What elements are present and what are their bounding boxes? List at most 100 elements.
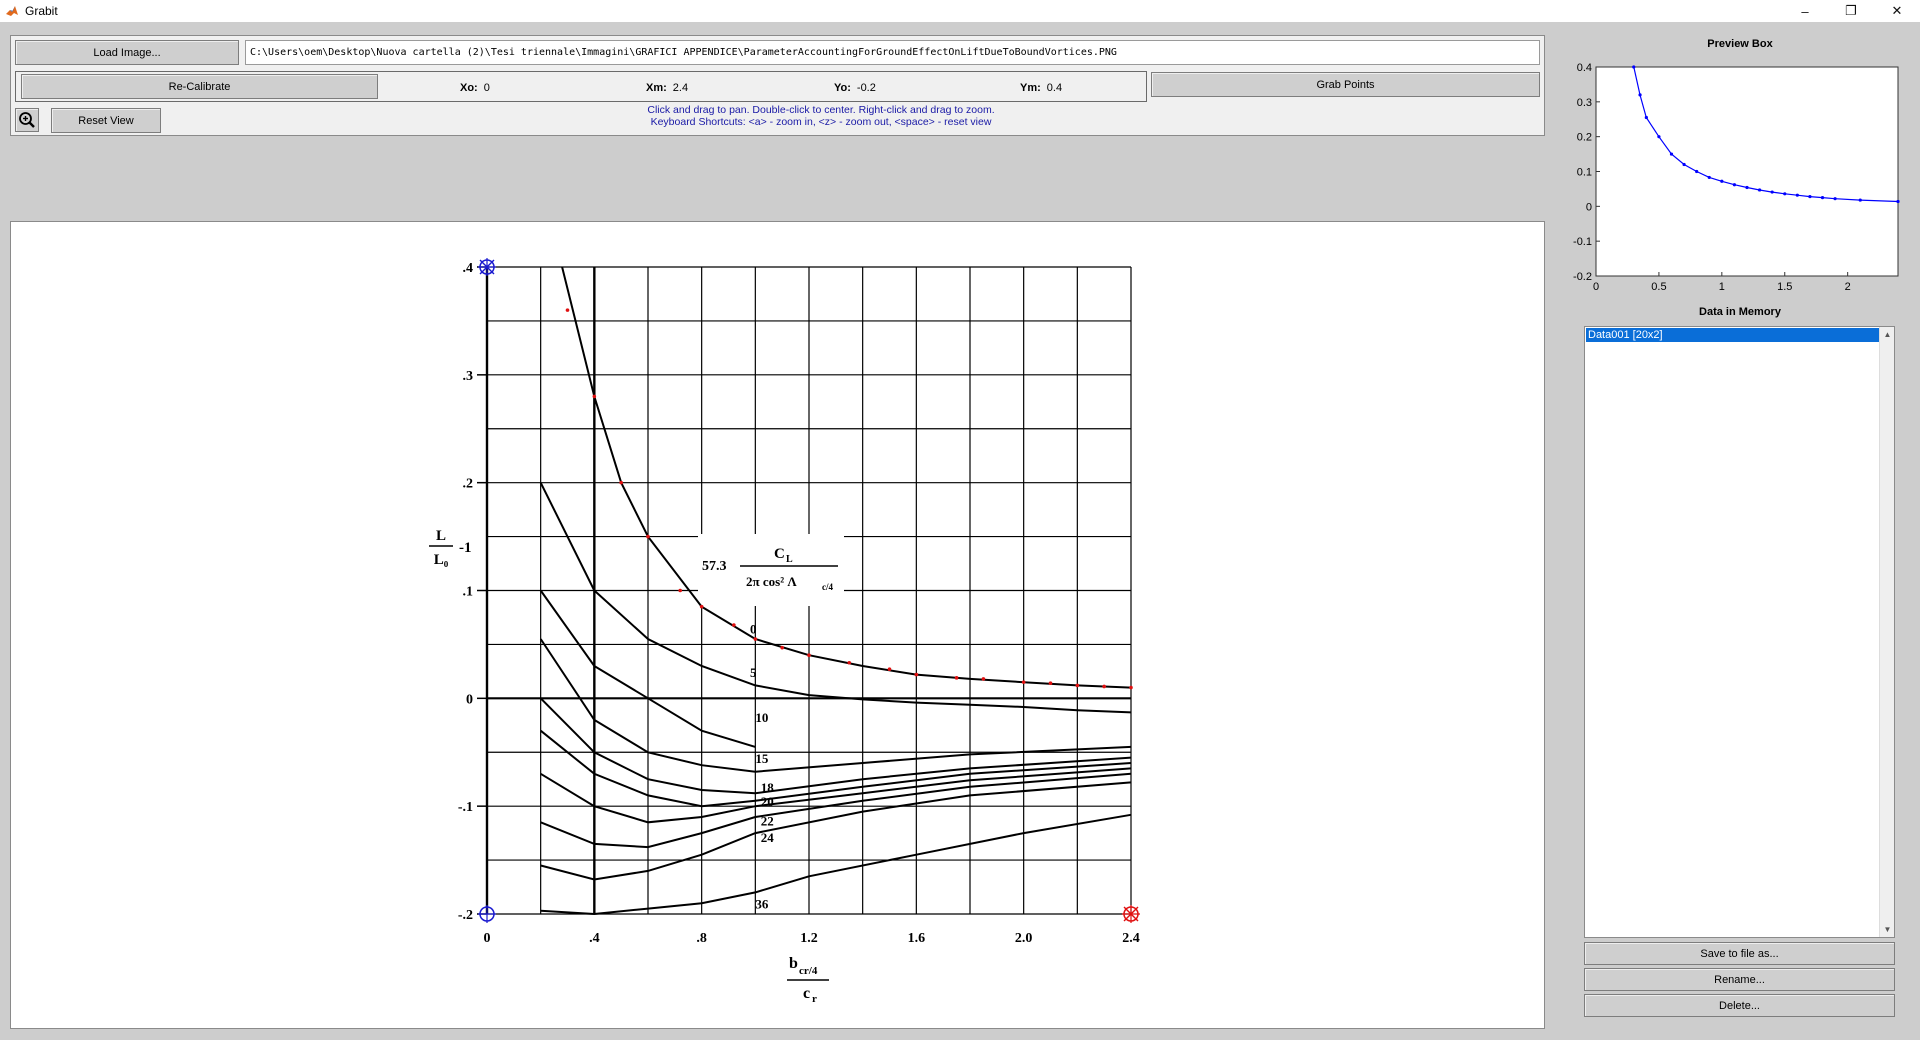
preview-point bbox=[1770, 190, 1774, 194]
grab-points-button[interactable]: Grab Points bbox=[1151, 72, 1540, 97]
list-scrollbar[interactable]: ▲ ▼ bbox=[1879, 327, 1894, 937]
digitized-point bbox=[619, 480, 623, 485]
x-axis-label-top: b bbox=[789, 955, 798, 972]
preview-point bbox=[1757, 188, 1762, 192]
reset-view-button[interactable]: Reset View bbox=[51, 108, 161, 133]
curve-label: 22 bbox=[761, 814, 774, 829]
window-title: Grabit bbox=[25, 4, 58, 18]
preview-x-tick-label: 1.5 bbox=[1777, 281, 1792, 292]
x-axis-label-bottom: c bbox=[803, 985, 810, 1002]
scanned-graph[interactable]: .4 .3 .2 .1 0 -.1 -.2 0 .4 .8 1.2 1.6 2.0 2.4 L L₀ -1 b cr… bbox=[11, 222, 1544, 1028]
y-tick-label: -.2 bbox=[458, 908, 473, 923]
preview-y-tick-label: -0.2 bbox=[1573, 271, 1592, 283]
curve-20 bbox=[540, 729, 1132, 808]
x-tick-label: 0 bbox=[484, 931, 491, 946]
preview-y-tick-label: -0.1 bbox=[1573, 236, 1592, 248]
preview-y-tick-label: 0.4 bbox=[1577, 62, 1592, 74]
y-tick-label: .1 bbox=[463, 585, 474, 600]
calib-xm-x2 bbox=[1123, 906, 1139, 922]
curve-unlabeled bbox=[540, 781, 1132, 881]
digitized-point bbox=[887, 667, 892, 672]
digitized-point bbox=[1075, 683, 1080, 688]
param-denominator-sub: c/4 bbox=[822, 582, 833, 592]
preview-point bbox=[1638, 93, 1642, 97]
scroll-down-icon[interactable]: ▼ bbox=[1883, 925, 1892, 934]
curve-label: 20 bbox=[761, 794, 774, 809]
param-label-bg bbox=[698, 534, 844, 606]
param-denominator: 2π cos² Λ bbox=[746, 574, 797, 589]
x-tick-label: .4 bbox=[589, 931, 600, 946]
scroll-up-icon[interactable]: ▲ bbox=[1883, 330, 1892, 339]
x-tick-label: 2.0 bbox=[1015, 931, 1033, 946]
preview-point bbox=[1720, 179, 1724, 183]
y-tick-label: 0 bbox=[466, 692, 473, 707]
yo-readout: Yo: -0.2 bbox=[834, 82, 876, 94]
preview-y-tick-label: 0.3 bbox=[1577, 97, 1592, 109]
restore-button[interactable]: ❐ bbox=[1845, 3, 1857, 18]
title-bar: Grabit – ❐ ✕ bbox=[0, 0, 1920, 22]
preview-point bbox=[1783, 192, 1787, 196]
preview-point bbox=[1657, 135, 1661, 139]
matlab-logo-icon bbox=[5, 4, 19, 18]
digitized-point bbox=[1048, 681, 1053, 686]
preview-point bbox=[1632, 65, 1636, 69]
zoom-in-icon[interactable] bbox=[15, 108, 39, 132]
ym-readout: Ym: 0.4 bbox=[1020, 82, 1063, 94]
preview-point bbox=[1808, 194, 1812, 199]
recalibrate-button[interactable]: Re-Calibrate bbox=[21, 74, 378, 99]
xm-readout: Xm: 2.4 bbox=[646, 82, 689, 94]
data-in-memory-title: Data in Memory bbox=[1699, 306, 1781, 318]
curve-label: 15 bbox=[755, 751, 769, 766]
digitized-point bbox=[1102, 684, 1106, 689]
preview-point bbox=[1669, 152, 1674, 156]
digitized-point bbox=[592, 394, 597, 399]
curve-label: 36 bbox=[755, 897, 769, 912]
curve-label: 0 bbox=[750, 622, 757, 637]
data-memory-list[interactable]: Data001 [20x2] ▲ ▼ bbox=[1584, 326, 1895, 938]
curve-24 bbox=[540, 772, 1132, 849]
load-image-button[interactable]: Load Image... bbox=[15, 40, 239, 65]
preview-point bbox=[1745, 185, 1749, 190]
y-tick-label: .2 bbox=[463, 477, 474, 492]
preview-x-tick-label: 2 bbox=[1845, 281, 1851, 292]
preview-y-tick-label: 0.2 bbox=[1577, 132, 1592, 144]
param-prefix: 57.3 bbox=[702, 559, 727, 574]
y-axis-label-bottom: L₀ bbox=[434, 552, 449, 568]
image-canvas[interactable]: .4 .3 .2 .1 0 -.1 -.2 0 .4 .8 1.2 1.6 2.0 2.4 L L₀ -1 b cr… bbox=[10, 221, 1545, 1029]
curve-label: 5 bbox=[750, 665, 757, 680]
preview-point bbox=[1644, 115, 1648, 120]
minimize-button[interactable]: – bbox=[1801, 3, 1809, 19]
digitized-point bbox=[1129, 685, 1133, 690]
digitized-point bbox=[732, 623, 736, 627]
hint-line-2: Keyboard Shortcuts: <a> - zoom in, <z> -… bbox=[650, 116, 992, 128]
preview-y-tick-label: 0 bbox=[1586, 201, 1592, 213]
preview-x-tick-label: 0 bbox=[1593, 281, 1599, 292]
preview-point bbox=[1858, 198, 1862, 202]
preview-x-tick-label: 1 bbox=[1719, 281, 1725, 292]
preview-series-line bbox=[1633, 66, 1899, 203]
preview-point bbox=[1896, 199, 1900, 204]
y-tick-label: .3 bbox=[463, 369, 474, 384]
curve-15 bbox=[539, 638, 1132, 773]
digitized-point bbox=[981, 677, 986, 681]
preview-x-tick-label: 0.5 bbox=[1651, 281, 1666, 292]
param-numerator-sub: L bbox=[786, 554, 793, 565]
delete-button[interactable]: Delete... bbox=[1584, 994, 1895, 1017]
digitized-point bbox=[753, 637, 758, 641]
digitized-point bbox=[646, 534, 650, 539]
close-button[interactable]: ✕ bbox=[1891, 3, 1903, 18]
y-tick-label: -.1 bbox=[458, 800, 473, 815]
memory-list-item[interactable]: Data001 [20x2] bbox=[1586, 328, 1879, 342]
digitized-point bbox=[914, 672, 919, 677]
calibration-bar: Re-Calibrate Xo: 0 Xm: 2.4 Yo: -0.2 Ym: 0.4 bbox=[15, 71, 1147, 102]
curve-label: 10 bbox=[755, 710, 768, 725]
param-numerator: C bbox=[774, 546, 785, 562]
curve-18 bbox=[539, 697, 1132, 795]
digitized-point bbox=[847, 660, 852, 665]
x-tick-label: 1.6 bbox=[908, 931, 926, 946]
rename-button[interactable]: Rename... bbox=[1584, 968, 1895, 991]
hint-line-1: Click and drag to pan. Double-click to c… bbox=[647, 104, 995, 116]
save-to-file-button[interactable]: Save to file as... bbox=[1584, 942, 1895, 965]
curve-5 bbox=[539, 482, 1132, 714]
file-path-field[interactable]: C:\Users\oem\Desktop\Nuova cartella (2)\… bbox=[245, 40, 1540, 65]
